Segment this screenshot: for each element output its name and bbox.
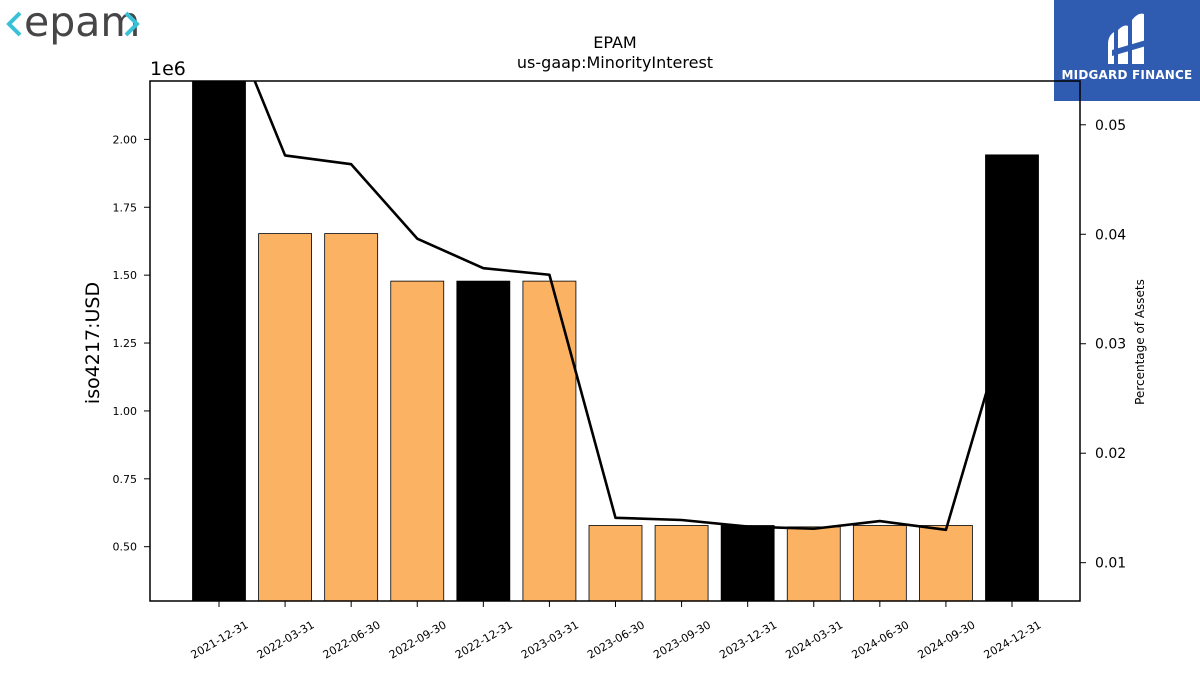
x-tick-label: 2024-12-31 (982, 618, 1044, 661)
bar-2024-12-31 (985, 154, 1039, 602)
percentage-line (253, 81, 1014, 532)
x-tick-label: 2023-12-31 (717, 618, 779, 661)
epam-logo: epam (6, 0, 140, 46)
x-axis: 2021-12-31 2022-03-31 2022-06-30 2022-09-30… (189, 601, 1044, 662)
x-tick-label: 2023-09-30 (651, 618, 713, 661)
bar-2023-09-30 (654, 525, 709, 602)
y-right-tick-label: 0.04 (1095, 227, 1126, 243)
x-tick-label: 2024-06-30 (849, 618, 911, 661)
bar-2023-12-31 (720, 525, 775, 602)
y-tick-label: 2.00 (113, 133, 138, 146)
x-tick-label: 2021-12-31 (189, 618, 251, 661)
y-right-tick-label: 0.05 (1095, 118, 1126, 134)
x-tick-label: 2022-03-31 (255, 618, 317, 661)
y-axis-label: iso4217:USD (82, 282, 104, 404)
left-axis: 0.50 0.75 1.00 1.25 1.50 1.75 2.00 (113, 133, 150, 554)
brand-name: MIDGARD FINANCE (1061, 68, 1193, 82)
x-tick-label: 2022-06-30 (321, 618, 383, 661)
y-right-tick-label: 0.01 (1095, 556, 1126, 572)
y-right-tick-label: 0.03 (1095, 337, 1126, 353)
bar-2024-09-30 (919, 525, 973, 602)
y-tick-label: 0.50 (113, 541, 138, 554)
bar-2022-12-31 (456, 280, 511, 602)
bar-2024-06-30 (852, 525, 907, 602)
x-tick-label: 2023-06-30 (585, 618, 647, 661)
epam-left-bracket-icon (6, 11, 22, 37)
midgard-mark-icon (1108, 13, 1146, 65)
midgard-finance-logo: MIDGARD FINANCE (1054, 0, 1200, 101)
chart-title: EPAM (593, 33, 636, 52)
line-layer (253, 81, 1014, 532)
x-tick-label: 2024-03-31 (783, 618, 845, 661)
epam-logo-text: epam (24, 0, 140, 46)
bar-2021-12-31 (192, 80, 246, 602)
bars-layer (192, 80, 1039, 602)
bar-2022-03-31 (258, 233, 312, 602)
y-tick-label: 1.50 (113, 269, 138, 282)
right-axis: 0.01 0.02 0.03 0.04 0.05 (1080, 118, 1126, 572)
bar-2023-03-31 (522, 280, 577, 602)
y-tick-label: 1.00 (113, 405, 138, 418)
y-tick-label: 0.75 (113, 473, 138, 486)
bar-2024-03-31 (786, 526, 841, 602)
y-axis-right-label: Percentage of Assets (1133, 279, 1147, 405)
bar-2022-06-30 (324, 233, 379, 602)
epam-right-bracket-icon (124, 11, 140, 37)
chart-subtitle: us-gaap:MinorityInterest (517, 53, 713, 72)
x-tick-label: 2024-09-30 (916, 618, 978, 661)
y-right-tick-label: 0.02 (1095, 446, 1126, 462)
y-multiplier-label: 1e6 (150, 58, 186, 80)
y-tick-label: 1.75 (113, 201, 138, 214)
x-tick-label: 2022-12-31 (453, 618, 515, 661)
x-tick-label: 2022-09-30 (387, 618, 449, 661)
x-tick-label: 2023-03-31 (519, 618, 581, 661)
y-tick-label: 1.25 (113, 337, 138, 350)
bar-2022-09-30 (390, 280, 445, 602)
bar-2023-06-30 (588, 525, 643, 602)
